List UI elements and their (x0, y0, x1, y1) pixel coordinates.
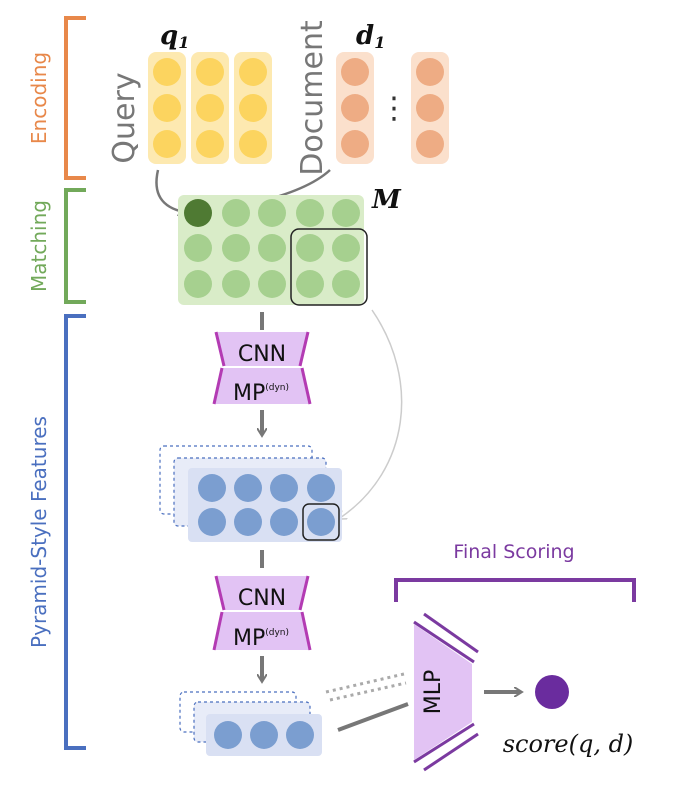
match-cell (222, 199, 250, 227)
feature-cell (198, 474, 226, 502)
match-cell (184, 270, 212, 298)
query-token-dot (196, 58, 224, 86)
match-cell (332, 234, 360, 262)
match-cell-highlight (184, 199, 212, 227)
q1-label: q1 (160, 21, 189, 52)
matching-label: Matching (27, 200, 51, 292)
document-label: Document (295, 20, 330, 176)
match-cell (258, 199, 286, 227)
cnn-block-bottom: CNN MP(dyn) (212, 575, 312, 651)
query-token-dot (239, 94, 267, 122)
receptive-field-arrow (340, 309, 403, 518)
feature-highlight (302, 503, 340, 541)
features-to-mlp-line (337, 702, 409, 732)
feature-cell (270, 474, 298, 502)
match-cell (222, 234, 250, 262)
features-to-mlp-dotted (329, 681, 407, 702)
pyramid-label: Pyramid-Style Features (27, 416, 51, 648)
query-token-dot (239, 58, 267, 86)
encoding-label: Encoding (27, 52, 51, 144)
document-vector (411, 52, 449, 164)
match-cell (184, 234, 212, 262)
feature-cell (234, 508, 262, 536)
feature-cell (234, 474, 262, 502)
feature-cell (270, 508, 298, 536)
match-cell (258, 270, 286, 298)
query-token-dot (196, 130, 224, 158)
final-scoring-bracket (394, 578, 636, 602)
feature-cell-l2 (286, 721, 314, 749)
document-vector (336, 52, 374, 164)
features-to-mlp-dotted (325, 672, 405, 694)
cnn-label-bottom: CNN (238, 586, 286, 611)
feature-cell-l2 (250, 721, 278, 749)
match-cell (332, 270, 360, 298)
match-cell (258, 234, 286, 262)
pyramid-bracket: Pyramid-Style Features (27, 314, 86, 750)
document-vectors: ⋮ (336, 52, 449, 164)
matrix-label: M (371, 185, 402, 215)
match-cell (296, 234, 324, 262)
feature-maps-level2 (179, 691, 322, 756)
query-vectors (148, 52, 272, 164)
doc-token-dot (416, 130, 444, 158)
query-vector (148, 52, 186, 164)
feature-cell (307, 474, 335, 502)
feature-cell (307, 508, 335, 536)
doc-ellipsis: ⋮ (379, 91, 409, 126)
query-vector (234, 52, 272, 164)
score-label: score(q, d) (503, 730, 634, 758)
query-token-dot (153, 94, 181, 122)
match-cell (332, 199, 360, 227)
doc-token-dot (341, 58, 369, 86)
doc-token-dot (341, 130, 369, 158)
doc-token-dot (341, 94, 369, 122)
query-token-dot (196, 94, 224, 122)
feature-maps-level1 (159, 445, 342, 542)
cnn-block-top: CNN MP(dyn) (212, 331, 312, 406)
feature-cell-l2 (214, 721, 242, 749)
match-cell (222, 270, 250, 298)
mlp-block: MLP (413, 612, 479, 772)
final-scoring-label: Final Scoring (453, 541, 574, 563)
matching-bracket: Matching (27, 188, 86, 304)
query-token-dot (153, 130, 181, 158)
d1-label: d1 (356, 21, 385, 52)
matching-matrix (178, 195, 368, 306)
mp-label-bottom: MP(dyn) (233, 626, 289, 651)
query-vector (191, 52, 229, 164)
query-label: Query (107, 72, 142, 163)
query-token-dot (239, 130, 267, 158)
match-cell (296, 199, 324, 227)
feature-cell (198, 508, 226, 536)
cnn-label-top: CNN (238, 342, 286, 367)
query-token-dot (153, 58, 181, 86)
match-cell (296, 270, 324, 298)
mp-label-top: MP(dyn) (233, 381, 289, 406)
doc-token-dot (416, 58, 444, 86)
pooling-window (290, 228, 368, 306)
doc-token-dot (416, 94, 444, 122)
mlp-label: MLP (421, 670, 446, 715)
score-dot (535, 675, 569, 709)
encoding-bracket: Encoding (27, 16, 86, 180)
